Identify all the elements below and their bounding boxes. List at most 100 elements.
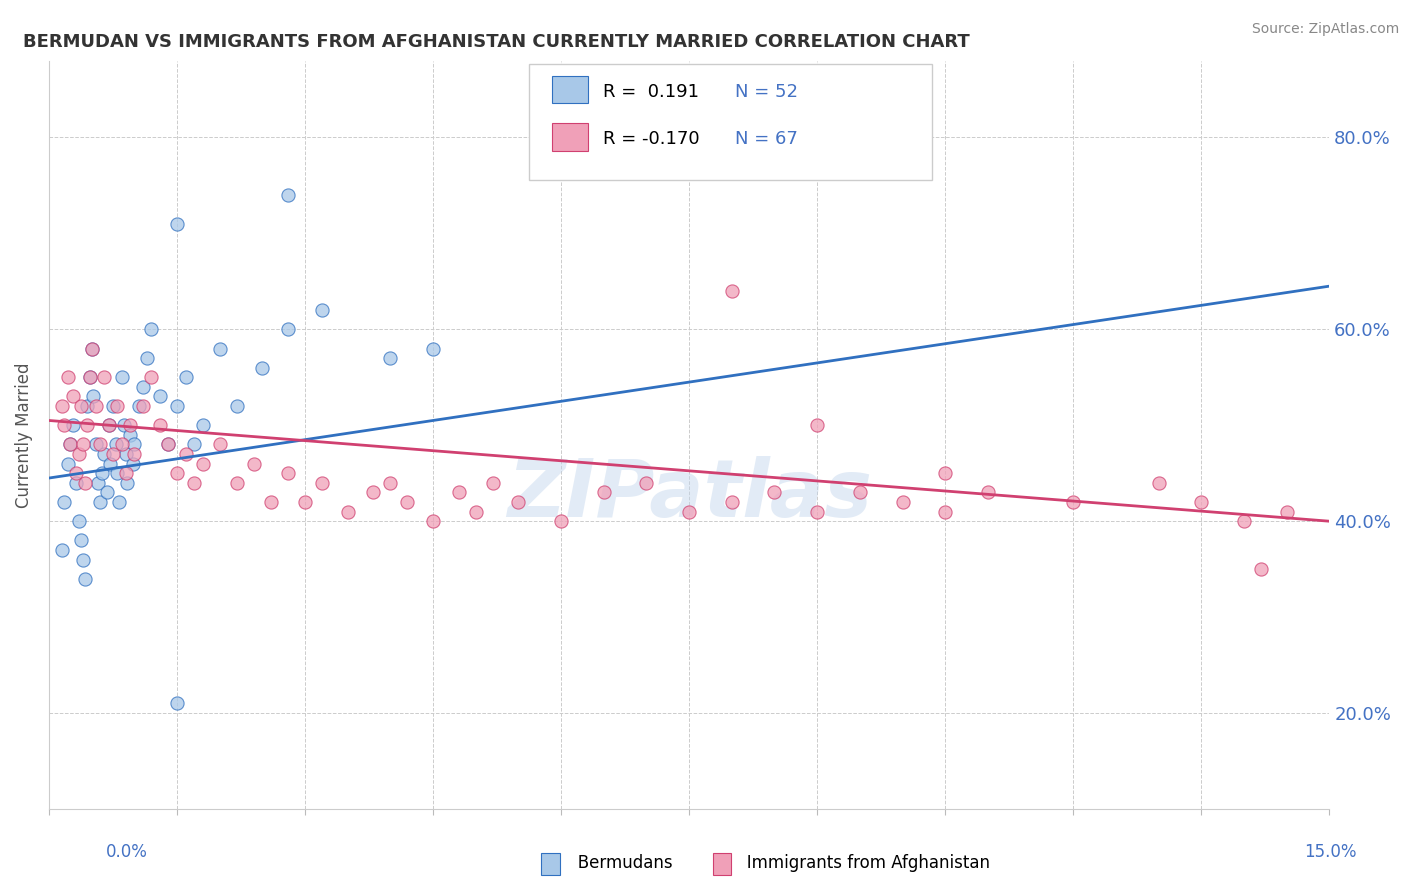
Text: N = 67: N = 67 [735,130,799,148]
Point [124,437,146,451]
Point [1250,562,1272,576]
Point [806,505,828,519]
Y-axis label: Currently Married: Currently Married [15,362,32,508]
Point [112,418,135,433]
Point [82,389,104,403]
Point [59,437,82,451]
Point [1147,475,1170,490]
Point [56,370,79,384]
Point [482,475,505,490]
Point [183,475,205,490]
Point [73,475,96,490]
Point [806,418,828,433]
Point [101,447,124,461]
Point [260,495,283,509]
Point [1189,495,1212,509]
Point [977,485,1000,500]
Point [166,399,188,413]
Point [311,303,333,318]
Point [114,447,136,461]
Point [70,533,93,548]
Text: Bermudans: Bermudans [562,855,673,872]
Point [277,188,299,202]
Point [105,467,128,481]
Text: ZIPatlas: ZIPatlas [506,456,872,533]
Point [464,505,486,519]
Point [636,475,658,490]
Point [294,495,316,509]
Point [141,322,163,336]
Point [114,467,136,481]
Point [363,485,385,500]
Text: R = -0.170: R = -0.170 [603,130,700,148]
Text: R =  0.191: R = 0.191 [603,83,699,101]
Point [51,543,73,558]
Point [208,342,231,356]
Point [174,447,197,461]
Point [1062,495,1084,509]
Point [53,418,76,433]
Bar [553,76,588,103]
Point [422,342,444,356]
Point [592,485,614,500]
Point [87,475,110,490]
Point [65,467,87,481]
Point [157,437,180,451]
Point [183,437,205,451]
Point [720,495,742,509]
Point [934,505,956,519]
Bar [553,123,588,151]
Point [124,447,146,461]
Point [891,495,914,509]
Point [208,437,231,451]
Point [117,475,139,490]
Point [101,399,124,413]
Point [166,697,188,711]
Point [121,457,143,471]
Point [763,485,786,500]
Point [396,495,419,509]
Point [62,418,84,433]
Point [934,467,956,481]
Point [72,552,94,566]
Point [174,370,197,384]
Point [73,572,96,586]
Point [149,389,172,403]
Point [67,447,90,461]
Point [447,485,470,500]
Point [141,370,163,384]
Point [136,351,159,365]
Point [53,495,76,509]
Point [132,399,155,413]
Point [191,457,214,471]
Point [110,437,132,451]
Point [84,437,107,451]
Point [67,514,90,528]
Point [277,467,299,481]
Point [56,457,79,471]
Point [97,418,120,433]
Point [508,495,530,509]
Point [311,475,333,490]
Point [243,457,266,471]
Point [89,437,111,451]
Point [120,418,142,433]
Point [90,467,112,481]
Point [79,370,101,384]
Text: N = 52: N = 52 [735,83,799,101]
Point [120,428,142,442]
Text: 0.0%: 0.0% [105,843,148,861]
Text: Immigrants from Afghanistan: Immigrants from Afghanistan [731,855,990,872]
Point [336,505,359,519]
Point [100,457,122,471]
Point [51,399,73,413]
Text: Source: ZipAtlas.com: Source: ZipAtlas.com [1251,22,1399,37]
FancyBboxPatch shape [529,64,932,180]
Point [80,342,103,356]
Point [191,418,214,433]
Point [166,217,188,231]
Point [65,475,87,490]
Point [252,360,274,375]
Point [79,370,101,384]
Text: BERMUDAN VS IMMIGRANTS FROM AFGHANISTAN CURRENTLY MARRIED CORRELATION CHART: BERMUDAN VS IMMIGRANTS FROM AFGHANISTAN … [24,33,970,51]
